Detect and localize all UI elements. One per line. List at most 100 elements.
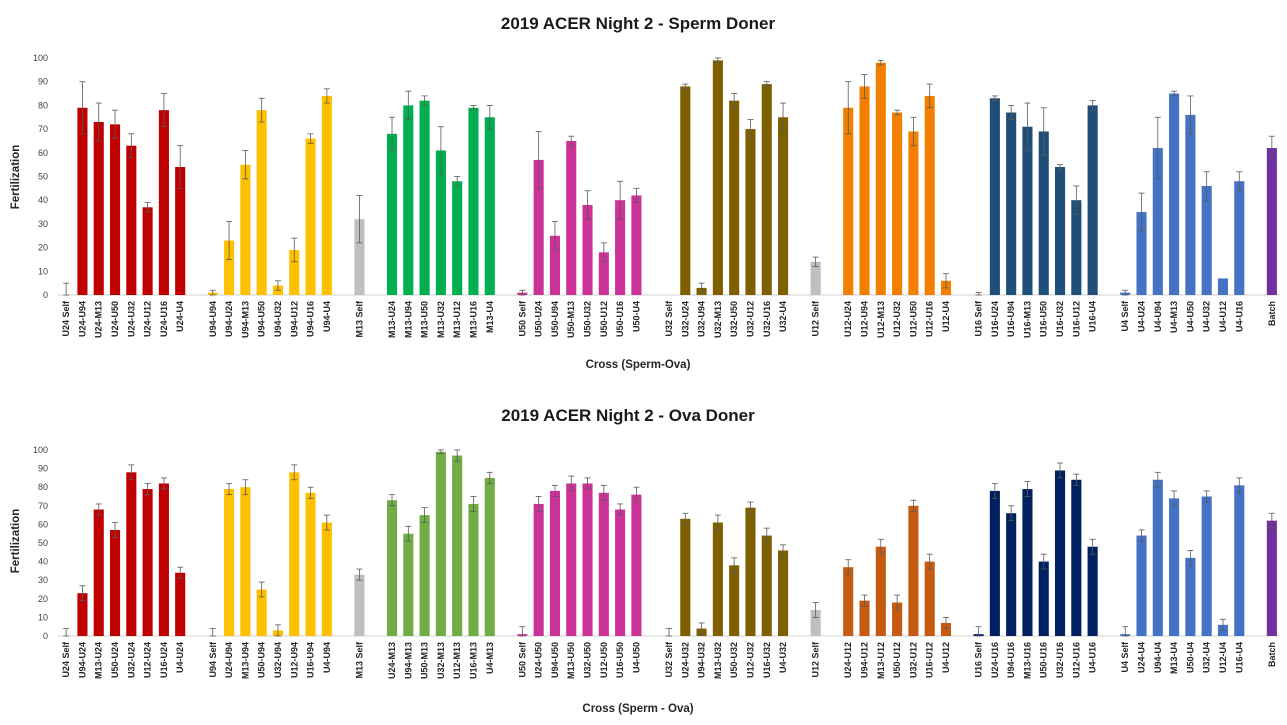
bar xyxy=(452,455,463,636)
bar xyxy=(1234,181,1245,295)
bar xyxy=(761,84,772,295)
category-label: U12-U50 xyxy=(908,301,918,337)
category-label: U94-U32 xyxy=(697,642,707,678)
category-label: U94-U16 xyxy=(1006,642,1016,678)
x-axis-title: Cross (Sperm-Ova) xyxy=(586,359,691,371)
bar xyxy=(631,494,642,636)
bar xyxy=(289,472,300,636)
y-tick-label: 30 xyxy=(38,219,48,229)
bar xyxy=(289,249,300,295)
category-label: U12-U24 xyxy=(843,301,853,337)
category-label: U4-U50 xyxy=(1185,301,1195,332)
bar xyxy=(386,500,398,636)
bar xyxy=(1006,112,1017,295)
category-label: U24-U4 xyxy=(1137,642,1147,673)
bar xyxy=(1071,479,1082,636)
bar xyxy=(533,159,544,295)
category-label: U12 Self xyxy=(811,641,821,678)
y-tick-label: 90 xyxy=(38,464,48,474)
bar xyxy=(484,117,495,295)
category-label: U12-U16 xyxy=(1071,642,1081,678)
bar xyxy=(256,589,267,636)
category-label: U94-U12 xyxy=(289,301,299,337)
category-label: U24-U12 xyxy=(143,301,153,337)
category-label: Batch xyxy=(1267,301,1277,326)
category-label: U24-U94 xyxy=(77,301,87,337)
bar xyxy=(598,252,609,295)
bar xyxy=(745,129,756,295)
bar xyxy=(875,546,886,636)
category-label: U50-U16 xyxy=(1039,642,1049,678)
category-label: U50-U94 xyxy=(550,301,560,337)
bar xyxy=(158,483,169,636)
category-label: U16-M13 xyxy=(468,642,478,679)
bar xyxy=(224,489,235,636)
category-label: U12-U32 xyxy=(745,642,755,678)
y-tick-label: 0 xyxy=(43,290,48,300)
category-label: U4-U16 xyxy=(1234,301,1244,332)
y-tick-label: 80 xyxy=(38,482,48,492)
bar xyxy=(1071,200,1082,295)
y-tick-label: 80 xyxy=(38,100,48,110)
bar xyxy=(989,98,1000,295)
category-label: U4-M13 xyxy=(1169,301,1179,333)
bar xyxy=(484,477,495,636)
category-label: U24-U32 xyxy=(680,642,690,678)
category-label: U32-U12 xyxy=(908,642,918,678)
bar xyxy=(761,535,772,636)
category-label: U32-U24 xyxy=(680,301,690,337)
category-label: M13-U94 xyxy=(403,301,413,338)
bar xyxy=(175,572,186,636)
bar xyxy=(892,112,903,295)
category-label: M13-U16 xyxy=(1022,642,1032,679)
bar xyxy=(1136,535,1147,636)
category-label: M13-U4 xyxy=(1169,642,1179,674)
y-tick-label: 30 xyxy=(38,575,48,585)
bar xyxy=(321,95,332,295)
category-label: U4-U94 xyxy=(322,642,332,673)
bar xyxy=(940,622,952,636)
category-label: U24-U4 xyxy=(175,301,185,332)
bar xyxy=(631,195,642,295)
bar xyxy=(908,505,919,636)
bar xyxy=(435,150,446,295)
category-label: U12-U24 xyxy=(143,642,153,678)
category-label: U16-U94 xyxy=(1006,301,1016,337)
bar xyxy=(256,110,267,295)
category-label: Batch xyxy=(1267,642,1277,667)
bar xyxy=(1022,126,1033,295)
category-label: U12-U50 xyxy=(599,642,609,678)
category-label: U12-U16 xyxy=(925,301,935,337)
bar xyxy=(386,133,398,295)
bar xyxy=(712,60,723,296)
category-label: U4-U16 xyxy=(1088,642,1098,673)
bar xyxy=(305,492,316,636)
category-label: U32-U50 xyxy=(583,642,593,678)
y-tick-label: 70 xyxy=(38,501,48,511)
category-label: U24-U32 xyxy=(126,301,136,337)
category-label: U94-M13 xyxy=(403,642,413,679)
bar xyxy=(1266,148,1277,295)
bar xyxy=(109,124,121,295)
bar xyxy=(1169,93,1180,295)
category-label: U16-U32 xyxy=(762,642,772,678)
bar xyxy=(1217,278,1229,295)
category-label: U94-U12 xyxy=(860,642,870,678)
category-label: M13-U32 xyxy=(436,301,446,338)
category-label: U32-U16 xyxy=(762,301,772,337)
category-label: U32 Self xyxy=(664,300,674,337)
bar xyxy=(1152,479,1163,636)
category-label: U32 Self xyxy=(664,641,674,678)
bar xyxy=(729,565,740,636)
bar xyxy=(615,509,626,636)
category-label: U4-U24 xyxy=(1137,301,1147,332)
bar xyxy=(158,110,169,295)
category-label: U94 Self xyxy=(208,641,218,678)
y-tick-label: 60 xyxy=(38,148,48,158)
category-label: U24 Self xyxy=(61,641,71,678)
bar xyxy=(77,593,88,636)
bar xyxy=(305,138,316,295)
y-axis-title: Fertilization xyxy=(10,145,22,210)
bar xyxy=(1234,485,1245,636)
category-label: M13-U12 xyxy=(876,642,886,679)
